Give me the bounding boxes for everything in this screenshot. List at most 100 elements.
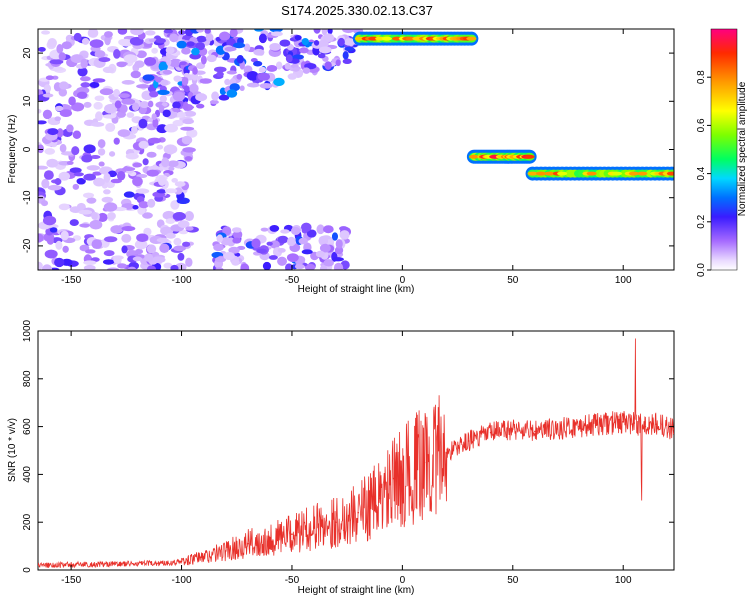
heatmap-cell — [306, 229, 317, 238]
snr-line-layer — [38, 338, 674, 569]
heatmap-cell — [253, 48, 265, 56]
snr-data-point — [622, 421, 625, 423]
heatmap-cell — [90, 154, 101, 160]
heatmap-cell — [76, 177, 86, 185]
heatmap-cell — [38, 144, 44, 154]
heatmap-cell — [89, 81, 100, 89]
heatmap-cell — [331, 232, 338, 241]
colorbar-ticks: 0.0 0.2 0.4 0.6 0.8 — [696, 70, 711, 277]
heatmap-cell — [294, 35, 302, 41]
heatmap-cell — [335, 59, 341, 67]
heatmap-cell — [317, 39, 329, 48]
heatmap-cell — [213, 66, 227, 73]
heatmap-cell — [49, 227, 58, 233]
heatmap-cell — [121, 80, 135, 85]
heatmap-cell — [104, 35, 111, 46]
heatmap-cell — [58, 171, 71, 181]
heatmap-cell — [177, 252, 185, 261]
heatmap-cell — [54, 257, 65, 268]
heatmap-cell — [173, 245, 186, 252]
heatmap-cell — [56, 128, 64, 138]
snr-data-point — [673, 428, 674, 430]
heatmap-cell — [318, 235, 329, 246]
heatmap-cell — [112, 255, 124, 260]
heatmap-cell — [46, 158, 59, 168]
heatmap-cell — [165, 46, 175, 54]
heatmap-cell — [72, 130, 82, 140]
snr-data-point — [489, 431, 492, 434]
heatmap-cell — [232, 237, 242, 244]
snr-x-tick-label: 50 — [507, 575, 519, 586]
heatmap-cell — [290, 63, 299, 69]
heatmap-cell — [69, 167, 82, 174]
heatmap-cell — [173, 75, 182, 82]
snr-x-ticks: -150 -100 -50 0 50 100 — [61, 331, 632, 586]
heatmap-cell — [105, 181, 115, 189]
heatmap-cell — [342, 29, 355, 34]
heatmap-cell — [172, 91, 185, 102]
heatmap-cell — [80, 82, 91, 88]
heatmap-cell — [156, 237, 169, 243]
heatmap-cell — [149, 90, 159, 98]
snr-y-ticks: 0 200 400 600 800 1000 — [22, 319, 674, 573]
snr-x-tick-label: -50 — [285, 575, 300, 586]
heatmap-cell — [103, 250, 115, 257]
heatmap-cell — [199, 78, 212, 84]
spectrogram-chart: S174.2025.330.02.13.C37 -150 -100 -50 0 50 10… — [7, 3, 748, 295]
heatmap-cell — [628, 171, 639, 176]
snr-data-point — [401, 475, 404, 478]
heatmap-cell — [59, 144, 67, 153]
snr-data-point — [38, 564, 39, 567]
heatmap-cell — [145, 30, 156, 36]
heatmap-cell — [106, 267, 120, 270]
snr-data-point — [655, 423, 658, 426]
heatmap-cell — [304, 263, 316, 270]
heatmap-cell — [142, 158, 149, 166]
heatmap-cell — [43, 170, 54, 180]
heatmap-cell — [256, 248, 267, 254]
heatmap-cell — [266, 241, 273, 246]
heatmap-cell — [46, 236, 54, 245]
heatmap-cell — [98, 57, 111, 63]
heatmap-cell — [66, 160, 74, 165]
heatmap-cell — [273, 77, 285, 87]
heatmap-cell — [156, 189, 167, 194]
heatmap-cell — [110, 178, 122, 184]
heatmap-cell — [134, 248, 144, 255]
heatmap-cell — [151, 113, 157, 121]
heatmap-cell — [170, 264, 179, 270]
heatmap-cell — [118, 93, 131, 98]
heatmap-cell — [213, 243, 224, 252]
snr-data-point — [246, 542, 249, 545]
heatmap-cell — [161, 157, 170, 168]
heatmap-cell — [277, 248, 286, 253]
heatmap-cell — [155, 38, 166, 44]
heatmap-cell — [162, 210, 176, 220]
heatmap-cell — [107, 212, 116, 220]
heatmap-cell — [142, 74, 155, 81]
heatmap-cell — [331, 257, 344, 262]
heatmap-cell — [104, 236, 118, 243]
heatmap-cell — [146, 169, 159, 177]
heatmap-cell — [189, 83, 199, 94]
heatmap-cell — [290, 226, 301, 236]
heatmap-cell — [42, 215, 57, 226]
heatmap-cell — [229, 83, 240, 92]
heatmap-cell — [339, 230, 350, 240]
heatmap-cell — [139, 101, 150, 109]
snr-data-point — [556, 428, 558, 430]
heatmap-cell — [165, 232, 176, 239]
heatmap-cell — [285, 54, 293, 63]
heatmap-cell — [286, 236, 296, 247]
heatmap-cell — [321, 29, 328, 36]
heatmap-cell — [192, 67, 198, 75]
heatmap-cell — [123, 191, 135, 198]
heatmap-cell — [151, 47, 158, 54]
heatmap-cell — [170, 200, 180, 210]
heatmap-cell — [147, 137, 162, 144]
colorbar — [710, 28, 738, 271]
heatmap-cell — [322, 225, 334, 234]
heatmap-cell — [91, 121, 105, 127]
heatmap-cell — [71, 146, 80, 156]
heatmap-cell — [83, 101, 92, 108]
